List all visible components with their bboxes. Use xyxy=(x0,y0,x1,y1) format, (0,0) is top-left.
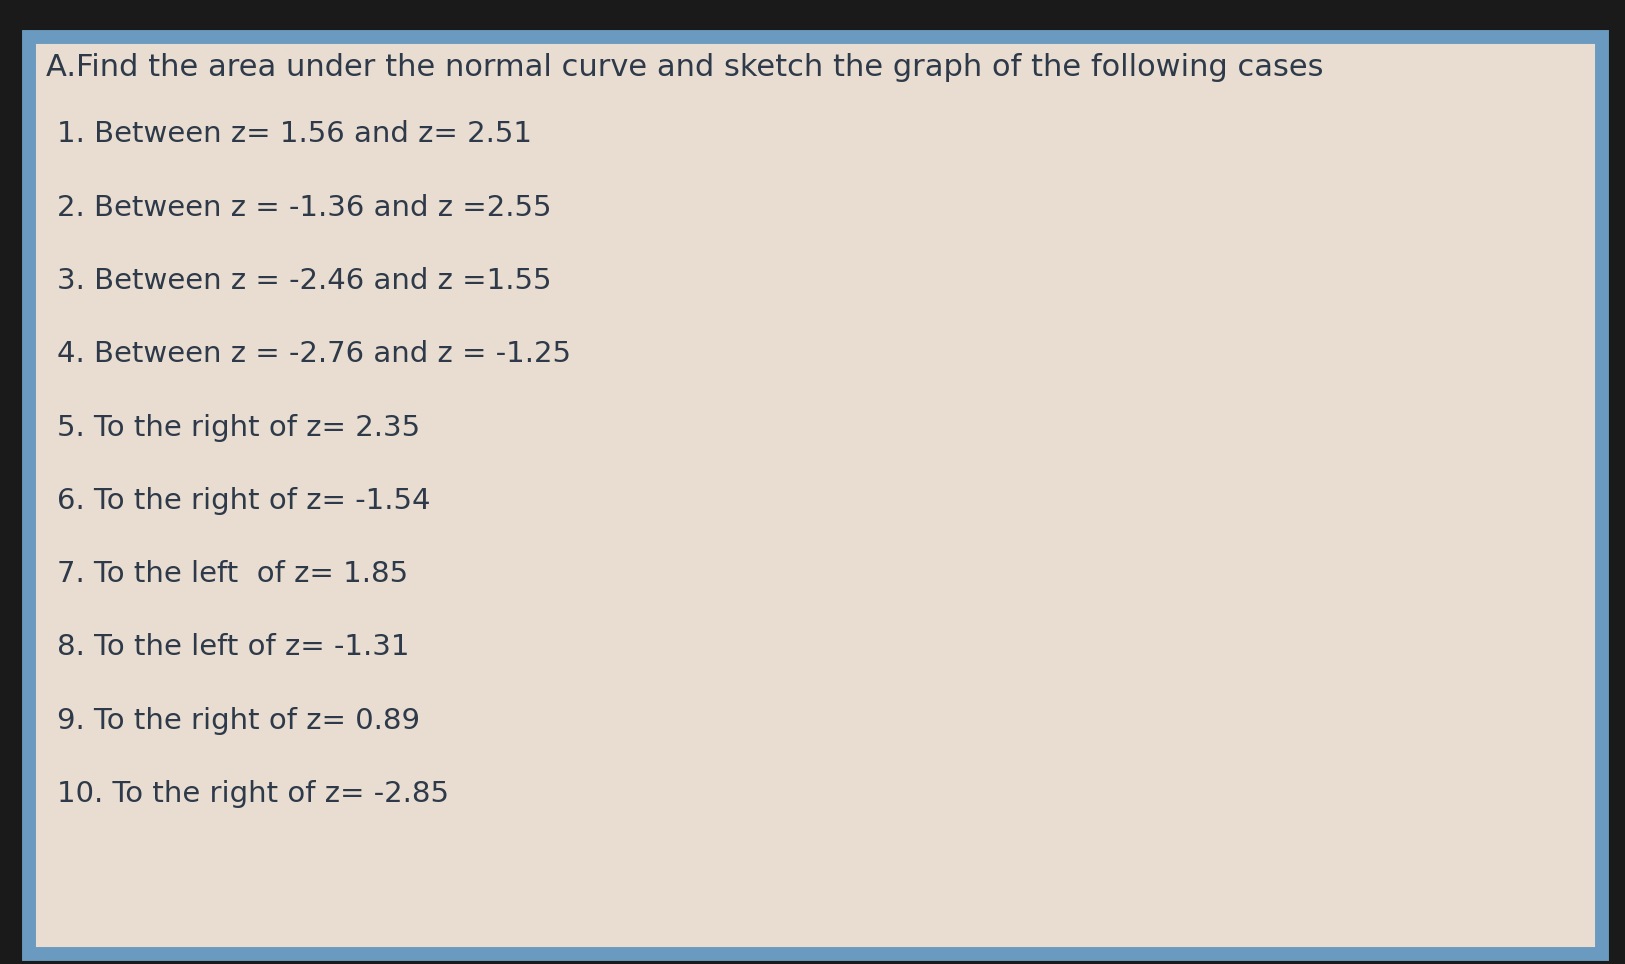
Text: 5. To the right of z= 2.35: 5. To the right of z= 2.35 xyxy=(57,414,419,442)
Text: 7. To the left  of z= 1.85: 7. To the left of z= 1.85 xyxy=(57,560,408,588)
Text: 10. To the right of z= -2.85: 10. To the right of z= -2.85 xyxy=(57,780,449,808)
Text: 8. To the left of z= -1.31: 8. To the left of z= -1.31 xyxy=(57,633,410,661)
Text: 2. Between z = -1.36 and z =2.55: 2. Between z = -1.36 and z =2.55 xyxy=(57,194,551,222)
Text: 1. Between z= 1.56 and z= 2.51: 1. Between z= 1.56 and z= 2.51 xyxy=(57,120,531,148)
Text: 9. To the right of z= 0.89: 9. To the right of z= 0.89 xyxy=(57,707,419,735)
Text: 6. To the right of z= -1.54: 6. To the right of z= -1.54 xyxy=(57,487,431,515)
Text: A.Find the area under the normal curve and sketch the graph of the following cas: A.Find the area under the normal curve a… xyxy=(46,53,1323,82)
Text: 4. Between z = -2.76 and z = -1.25: 4. Between z = -2.76 and z = -1.25 xyxy=(57,340,570,368)
Text: 3. Between z = -2.46 and z =1.55: 3. Between z = -2.46 and z =1.55 xyxy=(57,267,551,295)
FancyBboxPatch shape xyxy=(29,37,1602,954)
